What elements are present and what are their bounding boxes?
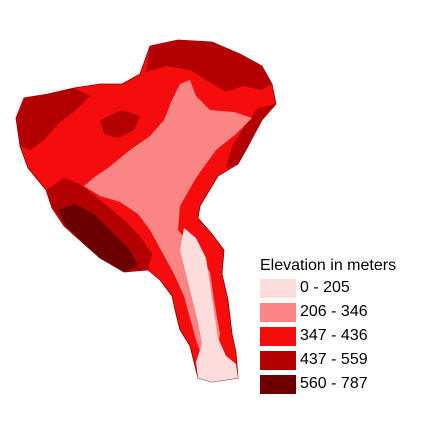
legend-swatch [260,278,296,298]
legend-row: 437 - 559 [260,348,428,372]
legend-swatch [260,350,296,370]
ridge-north [146,40,272,92]
legend-label: 437 - 559 [300,351,368,368]
legend-swatch [260,326,296,346]
valley-floor [180,228,238,382]
legend-label: 0 - 205 [300,279,350,296]
legend-row: 206 - 346 [260,300,428,324]
legend-swatch [260,374,296,394]
legend-label: 206 - 346 [300,303,368,320]
legend-label: 347 - 436 [300,327,368,344]
ridge-central [100,110,140,138]
legend-label: 560 - 787 [300,375,368,392]
ridge-east [226,104,276,168]
legend-row: 0 - 205 [260,276,428,300]
legend: Elevation in meters 0 - 205 206 - 346 34… [260,256,428,396]
ridge-west [16,88,90,150]
summit-zone [58,204,138,272]
legend-row: 560 - 787 [260,372,428,396]
legend-title: Elevation in meters [260,257,397,274]
legend-row: 347 - 436 [260,324,428,348]
legend-swatch [260,302,296,322]
